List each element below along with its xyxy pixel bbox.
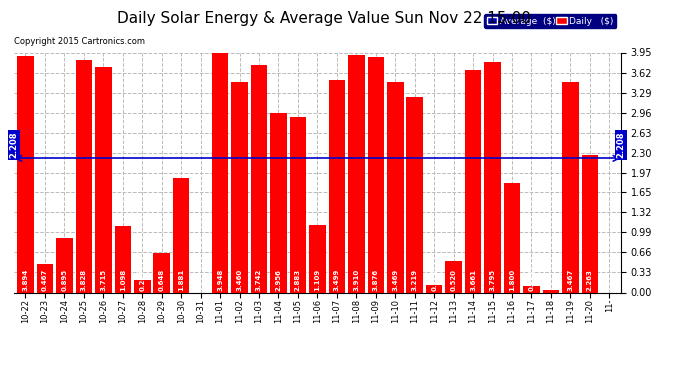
Bar	[542, 290, 559, 292]
Text: 3.460: 3.460	[237, 269, 243, 291]
Text: 0.895: 0.895	[61, 269, 68, 291]
Text: 0.207: 0.207	[139, 269, 146, 291]
Bar	[445, 261, 462, 292]
Text: 0.120: 0.120	[431, 269, 437, 291]
Text: 1.881: 1.881	[178, 269, 184, 291]
Text: 2.208: 2.208	[616, 132, 625, 158]
Bar	[290, 117, 306, 292]
Bar	[465, 70, 482, 292]
Bar	[95, 67, 112, 292]
Text: 0.101: 0.101	[529, 269, 535, 291]
Bar	[426, 285, 442, 292]
Text: 3.948: 3.948	[217, 269, 223, 291]
Text: 2.956: 2.956	[275, 269, 282, 291]
Bar	[523, 286, 540, 292]
Bar	[37, 264, 53, 292]
Text: Copyright 2015 Cartronics.com: Copyright 2015 Cartronics.com	[14, 38, 145, 46]
Text: 3.661: 3.661	[470, 269, 476, 291]
Bar	[309, 225, 326, 292]
Text: 1.098: 1.098	[120, 269, 126, 291]
Text: 3.876: 3.876	[373, 269, 379, 291]
Text: Daily Solar Energy & Average Value Sun Nov 22 15:00: Daily Solar Energy & Average Value Sun N…	[117, 11, 531, 26]
Text: 0.648: 0.648	[159, 269, 165, 291]
Text: 3.499: 3.499	[334, 269, 340, 291]
Bar	[115, 226, 131, 292]
Text: 2.208: 2.208	[10, 132, 19, 158]
Text: 3.742: 3.742	[256, 269, 262, 291]
Text: 2.263: 2.263	[587, 269, 593, 291]
Text: 3.219: 3.219	[412, 269, 417, 291]
Bar	[582, 155, 598, 292]
Bar	[17, 56, 34, 292]
Bar	[76, 60, 92, 292]
Text: 0.467: 0.467	[42, 269, 48, 291]
Text: 3.910: 3.910	[353, 269, 359, 291]
Bar	[56, 238, 72, 292]
Bar	[250, 65, 267, 292]
Bar	[348, 55, 364, 292]
Bar	[504, 183, 520, 292]
Bar	[484, 62, 501, 292]
Bar	[368, 57, 384, 292]
Text: 0.520: 0.520	[451, 269, 457, 291]
Text: 3.894: 3.894	[23, 269, 28, 291]
Bar	[212, 53, 228, 292]
Bar	[231, 82, 248, 292]
Bar	[153, 253, 170, 292]
Text: 3.795: 3.795	[489, 269, 495, 291]
Text: 1.109: 1.109	[315, 269, 320, 291]
Text: 3.715: 3.715	[100, 269, 106, 291]
Bar	[328, 80, 345, 292]
Text: 3.828: 3.828	[81, 269, 87, 291]
Text: 1.800: 1.800	[509, 269, 515, 291]
Text: 3.469: 3.469	[392, 269, 398, 291]
Bar	[270, 113, 287, 292]
Bar	[562, 82, 579, 292]
Legend: Average  ($), Daily   ($): Average ($), Daily ($)	[484, 14, 616, 28]
Bar	[134, 280, 150, 292]
Bar	[387, 82, 404, 292]
Bar	[406, 97, 423, 292]
Text: 2.883: 2.883	[295, 269, 301, 291]
Text: 3.467: 3.467	[567, 269, 573, 291]
Bar	[173, 178, 190, 292]
